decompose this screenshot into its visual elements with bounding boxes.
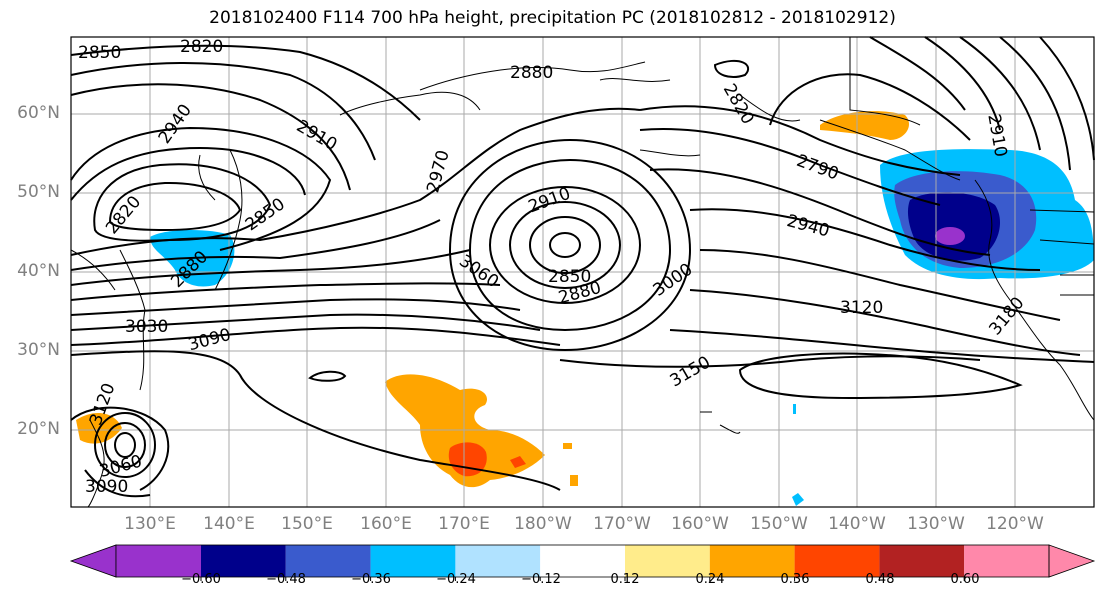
height-contours xyxy=(70,36,1095,498)
colorbar-tick: −0.24 xyxy=(436,572,476,587)
colorbar-tick: 0.12 xyxy=(610,572,640,587)
map-frame xyxy=(70,36,1095,508)
lat-label: 20°N xyxy=(17,419,60,439)
colorbar-segment xyxy=(201,545,286,577)
lat-label: 60°N xyxy=(17,103,60,123)
colorbar-segment xyxy=(625,545,710,577)
central-pacific-positive-core xyxy=(448,442,487,477)
lon-label: 120°W xyxy=(986,514,1044,534)
colorbar-outline xyxy=(115,544,1050,578)
colorbar-segment xyxy=(964,545,1049,577)
small-negative-patch xyxy=(792,493,804,506)
colorbar xyxy=(69,544,1096,581)
colorbar-segment xyxy=(455,545,541,577)
central-pacific-positive-precip xyxy=(385,374,545,488)
lon-label: 160°W xyxy=(671,514,729,534)
contour-label: 3030 xyxy=(125,317,168,337)
lat-label: 30°N xyxy=(17,340,60,360)
lon-label: 150°W xyxy=(750,514,808,534)
lon-label: 180°W xyxy=(514,514,572,534)
colorbar-extend-min xyxy=(69,544,117,578)
colorbar-tick: −0.48 xyxy=(266,572,306,587)
colorbar-tick: 0.36 xyxy=(780,572,810,587)
small-negative-patch-2 xyxy=(793,404,796,414)
colorbar-segment xyxy=(540,545,625,577)
graticule xyxy=(71,37,1094,507)
colorbar-segment xyxy=(285,545,371,577)
colorbar-tick: 0.48 xyxy=(865,572,895,587)
small-positive-patch-2 xyxy=(563,443,572,449)
lat-label: 50°N xyxy=(17,182,60,202)
contour-label: 3120 xyxy=(840,298,883,318)
colorbar-segment xyxy=(794,545,880,577)
small-positive-patch-3 xyxy=(570,475,578,486)
lon-label: 140°W xyxy=(828,514,886,534)
contour-label: 3090 xyxy=(85,477,128,497)
small-positive-patch xyxy=(510,456,526,468)
colorbar-segment xyxy=(709,545,795,577)
lon-label: 130°E xyxy=(124,514,176,534)
colorbar-segment xyxy=(370,545,456,577)
map-title: 2018102400 F114 700 hPa height, precipit… xyxy=(209,8,896,28)
colorbar-extend-max xyxy=(1048,544,1096,578)
lat-label: 40°N xyxy=(17,261,60,281)
colorbar-segment xyxy=(879,545,965,577)
colorbar-tick: −0.36 xyxy=(351,572,391,587)
lon-label: 140°E xyxy=(203,514,255,534)
lon-label: 150°E xyxy=(281,514,333,534)
lon-label: 130°W xyxy=(907,514,965,534)
colorbar-tick: 0.60 xyxy=(950,572,980,587)
gulf-positive-precip xyxy=(820,111,910,140)
colorbar-tick: −0.12 xyxy=(521,572,561,587)
colorbar-segment xyxy=(116,545,201,577)
colorbar-tick: −0.60 xyxy=(181,572,221,587)
lon-label: 170°W xyxy=(593,514,651,534)
contour-label: 2880 xyxy=(510,63,553,83)
contour-label: 2820 xyxy=(180,37,223,57)
colorbar-tick: 0.24 xyxy=(695,572,725,587)
negative-precip-region-extreme xyxy=(935,227,965,245)
contour-label: 2850 xyxy=(78,43,121,63)
lon-label: 170°E xyxy=(438,514,490,534)
lon-label: 160°E xyxy=(360,514,412,534)
contour-label: 2850 xyxy=(548,267,591,287)
